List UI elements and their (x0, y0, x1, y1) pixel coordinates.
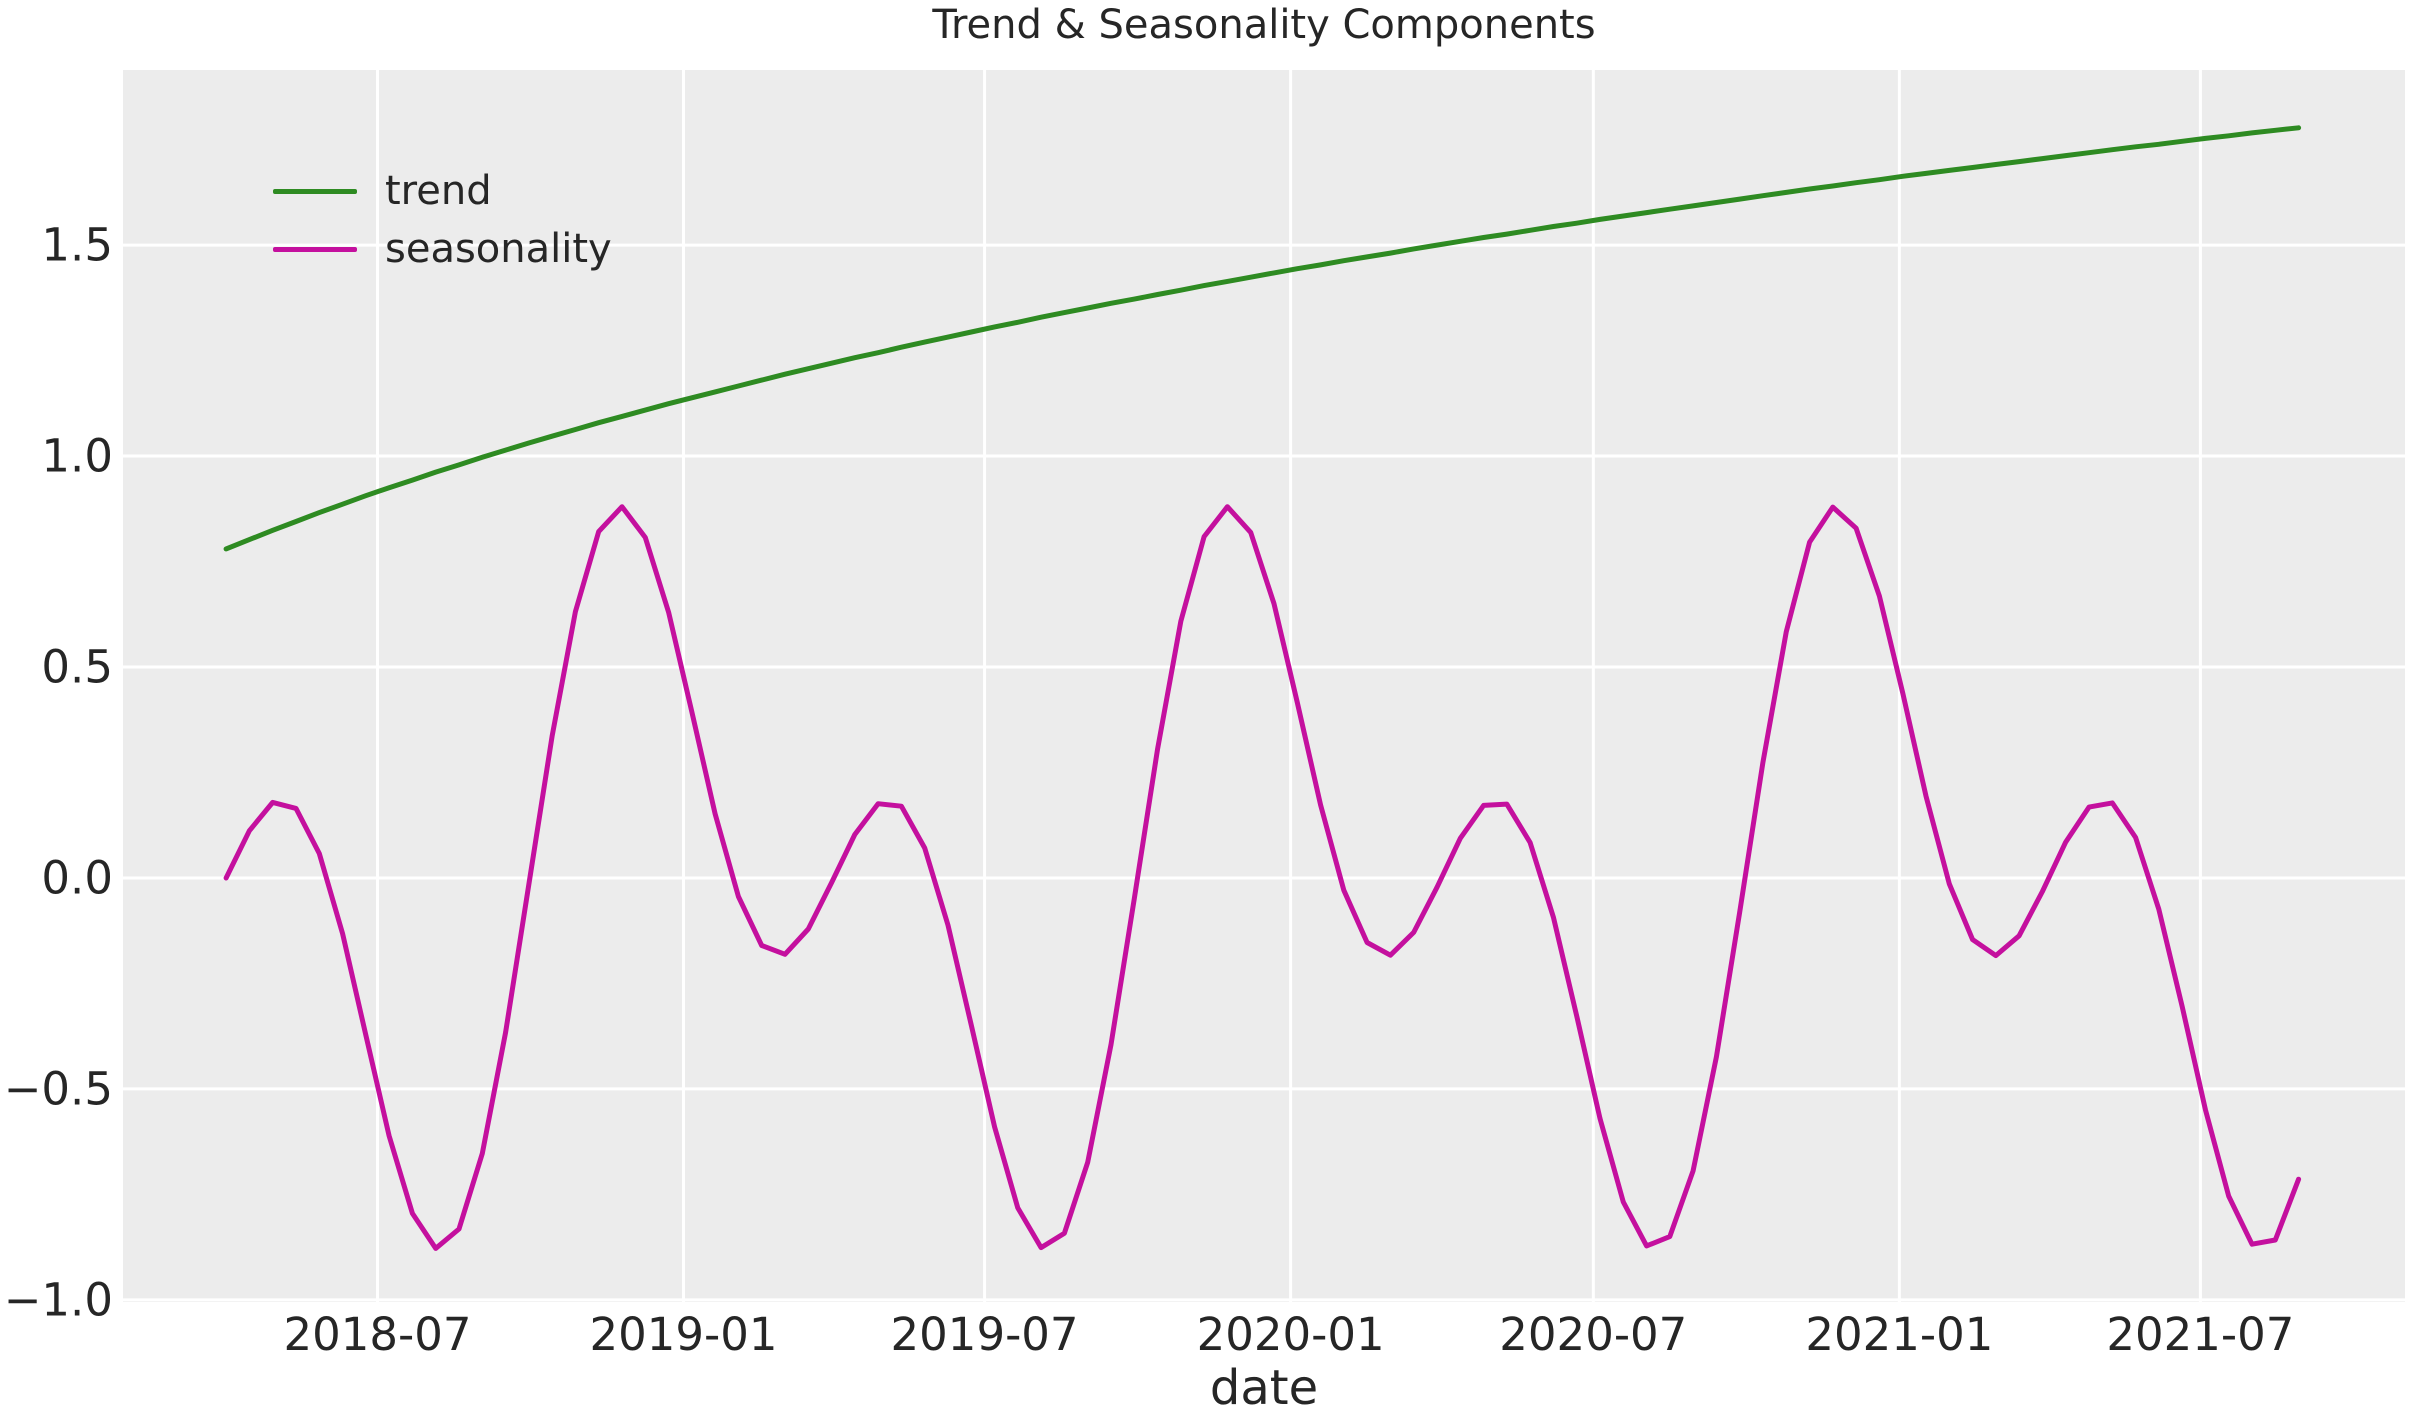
x-tick-label: 2020-01 (1196, 1308, 1385, 1361)
x-tick-label: 2019-01 (589, 1308, 778, 1361)
y-tick-label: −0.5 (3, 1062, 113, 1116)
y-tick-label: 1.0 (41, 429, 113, 483)
x-tick-label: 2019-07 (890, 1308, 1079, 1361)
seasonality-line (223, 504, 2302, 1251)
plot-svg (123, 70, 2405, 1302)
legend: trend seasonality (273, 162, 612, 278)
x-tick-label: 2021-01 (1805, 1308, 1994, 1361)
x-axis-label: date (1209, 1360, 1319, 1416)
x-tick-label: 2020-07 (1499, 1308, 1688, 1361)
trend-line-swatch-icon (273, 188, 357, 194)
chart-title: Trend & Seasonality Components (932, 2, 1596, 48)
trend-line (223, 125, 2302, 552)
x-tick-label: 2021-07 (2106, 1308, 2295, 1361)
plot-area: trend seasonality (123, 70, 2405, 1302)
y-tick-label: 0.5 (41, 640, 113, 694)
y-tick-label: 1.5 (41, 218, 113, 272)
y-tick-label: −1.0 (3, 1273, 113, 1327)
x-tick-label: 2018-07 (283, 1308, 472, 1361)
legend-label-trend: trend (385, 168, 492, 214)
y-tick-label: 0.0 (41, 851, 113, 905)
legend-item-trend: trend (273, 162, 612, 220)
seasonality-line-swatch-icon (273, 246, 357, 252)
legend-label-seasonality: seasonality (385, 226, 612, 272)
legend-item-seasonality: seasonality (273, 220, 612, 278)
